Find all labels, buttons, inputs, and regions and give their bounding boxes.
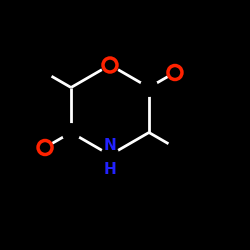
Circle shape — [140, 79, 158, 96]
Text: N: N — [104, 138, 117, 152]
Circle shape — [103, 58, 117, 72]
Circle shape — [101, 56, 119, 74]
Circle shape — [62, 124, 80, 141]
Text: H: H — [104, 162, 117, 178]
Circle shape — [168, 66, 182, 80]
Circle shape — [101, 146, 119, 164]
Circle shape — [38, 140, 52, 154]
